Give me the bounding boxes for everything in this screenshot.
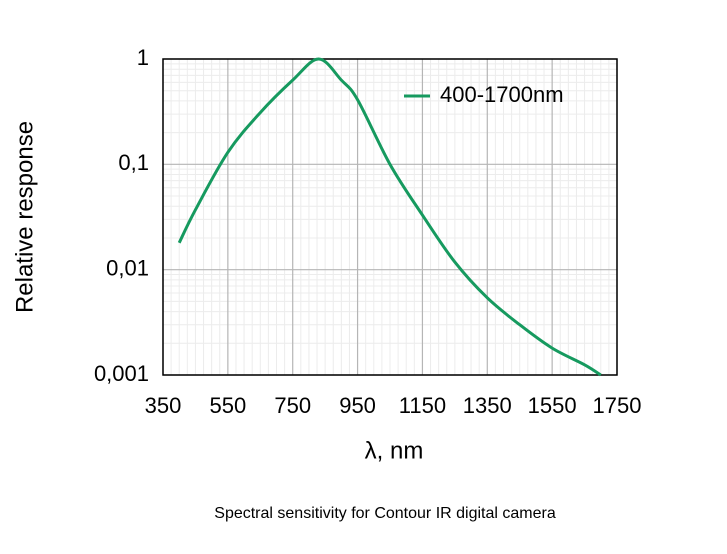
- x-tick-label: 1350: [463, 393, 512, 418]
- x-tick-label: 1550: [528, 393, 577, 418]
- caption: Spectral sensitivity for Contour IR digi…: [214, 505, 556, 522]
- y-tick-label: 0,001: [94, 361, 149, 386]
- x-axis-label: λ, nm: [365, 437, 424, 464]
- series-line: [177, 57, 602, 377]
- y-tick-label: 0,1: [118, 150, 149, 175]
- x-tick-label: 750: [274, 393, 311, 418]
- x-tick-label: 950: [339, 393, 376, 418]
- y-tick-label: 0,01: [106, 255, 149, 280]
- y-tick-label: 1: [137, 45, 149, 70]
- x-tick-label: 1750: [593, 393, 642, 418]
- y-axis-label: Relative response: [11, 121, 38, 313]
- x-tick-label: 550: [209, 393, 246, 418]
- x-tick-label: 1150: [399, 393, 446, 418]
- x-tick-label: 350: [145, 393, 182, 418]
- legend-label: 400-1700nm: [440, 82, 564, 107]
- plot-frame: [162, 58, 618, 376]
